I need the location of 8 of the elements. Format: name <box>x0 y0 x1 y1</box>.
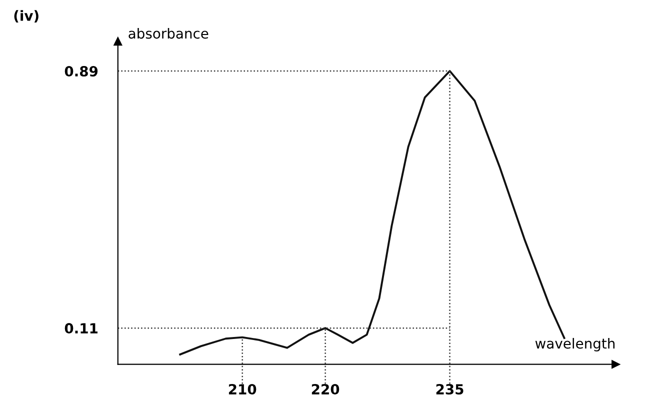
y-tick-label: 0.89 <box>64 66 98 77</box>
x-tick-label: 235 <box>436 384 464 395</box>
chart-title: (iv) <box>14 10 38 23</box>
y-axis-title: absorbance <box>128 28 208 39</box>
x-tick-label: 210 <box>228 384 256 395</box>
y-tick-label: 0.11 <box>64 323 98 334</box>
x-tick-label: 220 <box>312 384 340 395</box>
x-axis-title: wavelength <box>535 338 615 352</box>
